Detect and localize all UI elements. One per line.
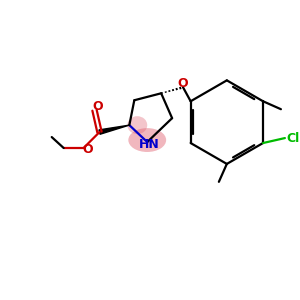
Text: O: O <box>82 142 93 155</box>
Text: O: O <box>92 100 103 113</box>
Ellipse shape <box>127 116 147 134</box>
Text: O: O <box>178 77 188 90</box>
Ellipse shape <box>128 128 166 152</box>
Text: Cl: Cl <box>286 132 299 145</box>
Text: HN: HN <box>139 137 160 151</box>
Polygon shape <box>99 125 129 134</box>
